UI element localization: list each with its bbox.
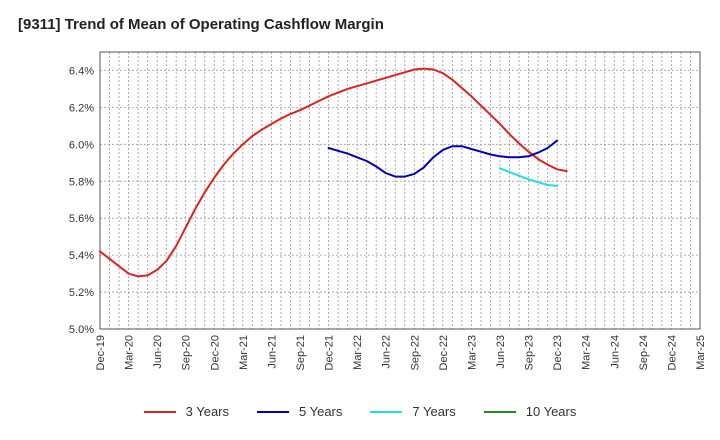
y-tick-label: 5.2%: [69, 287, 94, 299]
series-line-7-years: [499, 167, 559, 187]
x-tick-label: Sep-23: [524, 335, 536, 370]
y-tick-label: 6.2%: [69, 102, 94, 114]
y-axis-ticks: 5.0% 5.2% 5.4% 5.6% 5.8% 6.0% 6.2% 6.4%: [69, 65, 94, 336]
legend-item: 5 Years: [257, 404, 342, 419]
y-tick-label: 5.4%: [69, 250, 94, 262]
legend-item: 3 Years: [143, 404, 229, 419]
legend-label: 10 Years: [525, 404, 577, 419]
legend-item: 7 Years: [370, 404, 456, 419]
x-tick-label: Sep-22: [409, 335, 421, 370]
legend-swatch: [370, 410, 403, 413]
x-tick-label: Mar-25: [695, 335, 707, 370]
series-line-3-years: [99, 67, 568, 278]
x-tick-label: Jun-24: [609, 335, 621, 369]
legend-label: 5 Years: [299, 404, 343, 419]
x-tick-label: Mar-24: [581, 335, 593, 370]
legend-swatch: [483, 410, 516, 413]
x-axis-ticks: Dec-19 Mar-20 Jun-20 Sep-20 Dec-20 Mar-21 Jun-…: [95, 335, 707, 370]
x-tick-label: Mar-20: [124, 335, 136, 370]
x-tick-label: Jun-23: [495, 335, 507, 369]
x-tick-label: Dec-23: [552, 335, 564, 370]
legend-label: 7 Years: [412, 404, 456, 419]
grid: [99, 51, 701, 330]
x-tick-label: Dec-22: [438, 335, 450, 370]
x-tick-label: Sep-21: [295, 335, 307, 370]
series-lines: [99, 67, 568, 278]
x-tick-label: Sep-20: [181, 335, 193, 370]
x-tick-label: Mar-23: [466, 335, 478, 370]
x-tick-label: Mar-22: [352, 335, 364, 370]
line-chart: 5.0% 5.2% 5.4% 5.6% 5.8% 6.0% 6.2% 6.4% Dec-19 M…: [69, 51, 707, 370]
x-tick-label: Jun-21: [266, 335, 278, 369]
legend: 3 Years 5 Years 7 Years 10 Years: [0, 404, 720, 419]
plot-frame: [99, 51, 701, 330]
legend-item: 10 Years: [483, 404, 577, 419]
chart-title: [9311] Trend of Mean of Operating Cashfl…: [18, 16, 384, 33]
y-tick-label: 6.0%: [69, 139, 94, 151]
x-tick-label: Jun-22: [381, 335, 393, 369]
legend-swatch: [257, 410, 289, 413]
x-tick-label: Mar-21: [238, 335, 250, 370]
x-tick-label: Jun-20: [152, 335, 164, 369]
series-line-5-years: [327, 139, 559, 178]
x-tick-label: Dec-19: [95, 335, 107, 370]
legend-label: 3 Years: [185, 404, 229, 419]
legend-swatch: [143, 410, 176, 413]
x-tick-label: Dec-20: [209, 335, 221, 370]
y-tick-label: 5.6%: [69, 213, 94, 225]
y-tick-label: 5.8%: [69, 176, 94, 188]
y-tick-label: 6.4%: [69, 65, 94, 77]
x-tick-label: Sep-24: [638, 335, 650, 370]
x-tick-label: Dec-21: [324, 335, 336, 370]
y-tick-label: 5.0%: [69, 324, 94, 336]
x-tick-label: Dec-24: [666, 335, 678, 370]
